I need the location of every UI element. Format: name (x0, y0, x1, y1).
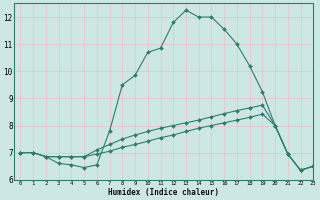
X-axis label: Humidex (Indice chaleur): Humidex (Indice chaleur) (108, 188, 219, 197)
